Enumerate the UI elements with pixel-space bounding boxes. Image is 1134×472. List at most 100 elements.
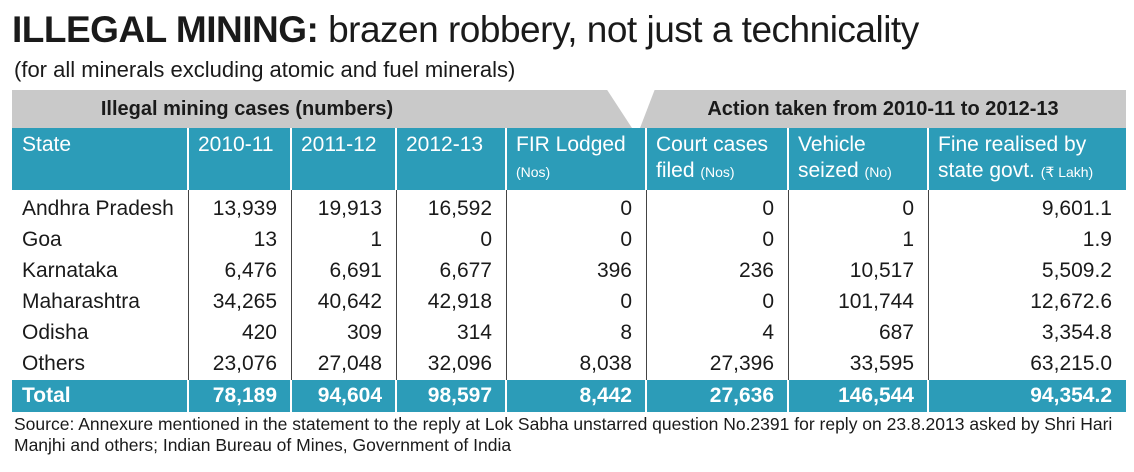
value-cell: 27,396 — [709, 352, 774, 375]
value-cell: 0 — [762, 197, 774, 220]
total-label: Total — [22, 384, 71, 407]
header-separator — [395, 128, 397, 190]
state-name-cell: Maharashtra — [22, 290, 140, 313]
value-cell: 236 — [738, 259, 774, 282]
total-value-cell: 94,604 — [317, 384, 382, 407]
header-label: 2011-12 — [301, 133, 377, 156]
header-label: Fine realised by — [938, 133, 1087, 156]
group-label-action: Action taken from 2010-11 to 2012-13 — [707, 98, 1059, 120]
header-separator — [187, 128, 189, 190]
header-sublabel: seized (No) — [798, 159, 892, 182]
value-cell: 63,215.0 — [1030, 352, 1112, 375]
value-cell: 0 — [762, 228, 774, 251]
table-row: Goa 13 1 0 0 0 1 1.9 — [12, 224, 1126, 255]
value-cell: 309 — [346, 321, 382, 344]
header-unit: (Nos) — [516, 164, 551, 180]
value-cell: 6,476 — [224, 259, 277, 282]
header-separator — [290, 128, 292, 190]
header-fine-realised: Fine realised by state govt. (₹ Lakh) — [938, 128, 1124, 190]
value-cell: 19,913 — [317, 197, 382, 220]
value-cell: 8,038 — [579, 352, 632, 375]
column-separator — [928, 190, 929, 380]
state-name-cell: Goa — [22, 228, 62, 251]
total-separator — [505, 380, 507, 412]
header-2011-12: 2011-12 — [301, 128, 394, 190]
value-cell: 5,509.2 — [1041, 259, 1112, 282]
value-cell: 4 — [762, 321, 774, 344]
group-bar-cases — [12, 90, 632, 128]
table-row: Odisha 420 309 314 8 4 687 3,354.8 — [12, 317, 1126, 348]
header-2012-13: 2012-13 — [406, 128, 504, 190]
chart-title: ILLEGAL MINING: brazen robbery, not just… — [12, 6, 919, 54]
header-court-cases: Court cases filed (Nos) — [656, 128, 786, 190]
title-rest: brazen robbery, not just a technicality — [318, 9, 919, 50]
value-cell: 33,595 — [849, 352, 914, 375]
value-cell: 101,744 — [838, 290, 914, 313]
header-label: 2010-11 — [198, 133, 274, 156]
value-cell: 27,048 — [317, 352, 382, 375]
column-separator — [396, 190, 397, 380]
group-label-cases: Illegal mining cases (numbers) — [100, 98, 394, 120]
value-cell: 687 — [878, 321, 914, 344]
title-bold: ILLEGAL MINING: — [12, 9, 319, 50]
total-separator — [187, 380, 189, 412]
header-state: State — [22, 128, 186, 190]
value-cell: 0 — [620, 197, 632, 220]
total-value-cell: 27,636 — [709, 384, 774, 407]
header-label: Vehicle — [798, 133, 866, 156]
state-name-cell: Andhra Pradesh — [22, 197, 174, 220]
value-cell: 13,939 — [212, 197, 277, 220]
header-separator — [927, 128, 929, 190]
value-cell: 0 — [902, 197, 914, 220]
value-cell: 12,672.6 — [1030, 290, 1112, 313]
total-value-cell: 8,442 — [579, 384, 632, 407]
header-separator — [505, 128, 507, 190]
total-row: Total 78,189 94,604 98,597 8,442 27,636 146,54… — [12, 380, 1126, 412]
value-cell: 9,601.1 — [1041, 197, 1112, 220]
table-row: Maharashtra 34,265 40,642 42,918 0 0 101,744 12… — [12, 286, 1126, 317]
total-value-cell: 94,354.2 — [1030, 384, 1112, 407]
value-cell: 1 — [902, 228, 914, 251]
value-cell: 8 — [620, 321, 632, 344]
header-2010-11: 2010-11 — [198, 128, 289, 190]
value-cell: 42,918 — [427, 290, 492, 313]
value-cell: 0 — [620, 228, 632, 251]
header-unit: (₹ Lakh) — [1040, 164, 1094, 180]
column-separator — [646, 190, 647, 380]
table-header — [12, 128, 1126, 190]
header-label: Court cases — [656, 133, 769, 156]
column-separator — [506, 190, 507, 380]
header-unit: (Nos) — [700, 164, 735, 180]
value-cell: 420 — [241, 321, 277, 344]
value-cell: 1.9 — [1082, 228, 1112, 251]
total-separator — [927, 380, 929, 412]
value-cell: 0 — [480, 228, 492, 251]
value-cell: 6,677 — [439, 259, 492, 282]
value-cell: 23,076 — [212, 352, 277, 375]
table-row: Andhra Pradesh 13,939 19,913 16,592 0 0 0 9,601… — [12, 193, 1126, 224]
value-cell: 314 — [456, 321, 492, 344]
source-note: Source: Annexure mentioned in the statem… — [14, 414, 1113, 455]
state-name-cell: Karnataka — [22, 259, 118, 282]
column-separator — [291, 190, 292, 380]
total-value-cell: 78,189 — [212, 384, 277, 407]
header-label: 2012-13 — [406, 133, 484, 156]
header-fir-lodged: FIR Lodged (Nos) — [516, 128, 644, 190]
total-value-cell: 146,544 — [838, 384, 914, 407]
header-sublabel: filed (Nos) — [656, 159, 735, 182]
total-separator — [395, 380, 397, 412]
value-cell: 10,517 — [849, 259, 914, 282]
table-row: Others 23,076 27,048 32,096 8,038 27,396 33,59… — [12, 348, 1126, 379]
value-cell: 34,265 — [212, 290, 277, 313]
header-unit: (No) — [864, 164, 892, 180]
column-separator — [788, 190, 789, 380]
column-separator — [188, 190, 189, 380]
value-cell: 40,642 — [317, 290, 382, 313]
group-bar-action — [640, 90, 1126, 128]
state-name-cell: Others — [22, 352, 86, 375]
total-separator — [787, 380, 789, 412]
state-name-cell: Odisha — [22, 321, 89, 344]
header-sublabel: (Nos) — [516, 158, 644, 185]
header-separator — [645, 128, 647, 190]
value-cell: 396 — [596, 259, 632, 282]
